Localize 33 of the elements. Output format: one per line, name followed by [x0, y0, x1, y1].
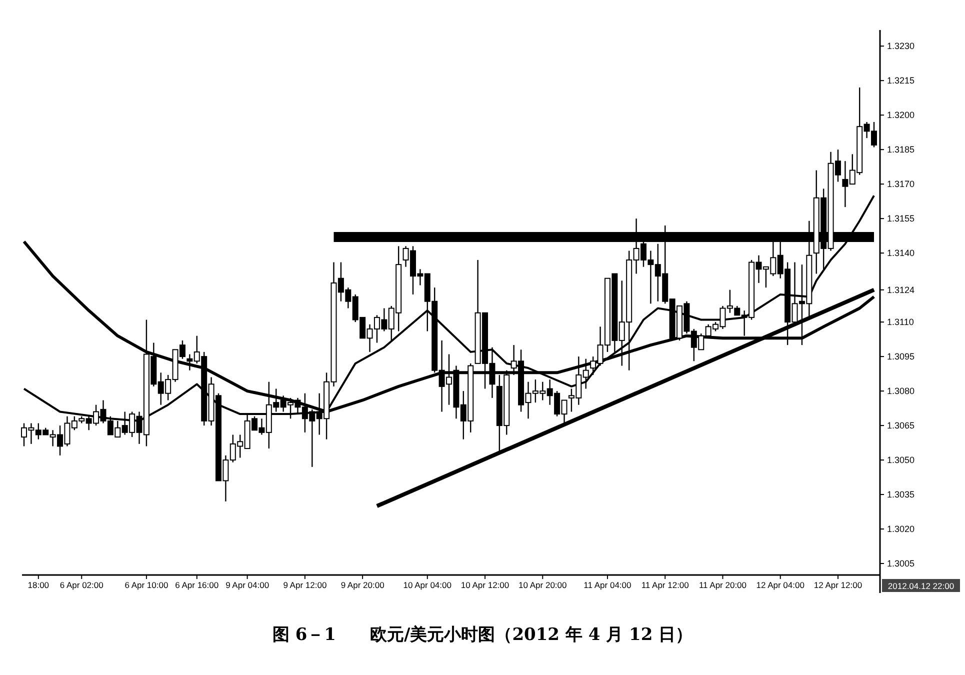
- y-tick-label: 1.3095: [887, 352, 915, 362]
- x-tick-label: 18:00: [28, 580, 50, 590]
- y-tick-label: 1.3124: [887, 284, 915, 295]
- y-tick-label: 1.3065: [887, 420, 915, 431]
- x-tick-label: 11 Apr 04:00: [584, 580, 632, 590]
- x-tick-label: 12 Apr 12:00: [814, 580, 862, 590]
- x-tick-label: 6 Apr 16:00: [175, 580, 219, 590]
- y-tick-label: 1.3170: [887, 179, 915, 190]
- x-tick-label: 9 Apr 12:00: [283, 580, 327, 590]
- x-tick-label: 11 Apr 12:00: [641, 580, 690, 590]
- y-tick-label: 1.3035: [887, 490, 915, 500]
- y-tick-label: 1.3230: [887, 41, 915, 52]
- y-tick-label: 1.3155: [887, 214, 915, 224]
- x-tick-label: 10 Apr 12:00: [460, 580, 510, 590]
- x-tick-label: 6 Apr 10:00: [124, 580, 168, 590]
- y-tick-label: 1.3215: [887, 76, 915, 86]
- y-tick-label: 1.3080: [887, 386, 915, 396]
- y-tick-label: 1.3185: [887, 144, 915, 155]
- x-tick-label: 10 Apr 20:00: [518, 580, 568, 590]
- x-tick-label: 9 Apr 20:00: [340, 580, 385, 590]
- x-tick-label: 9 Apr 04:00: [226, 580, 270, 590]
- x-tick-label: 6 Apr 02:00: [60, 580, 104, 590]
- y-tick-label: 1.3050: [887, 455, 915, 466]
- x-tick-label: 11 Apr 20:00: [698, 580, 747, 590]
- x-tick-label: 10 Apr 04:00: [403, 580, 452, 590]
- y-tick-label: 1.3020: [887, 524, 915, 534]
- y-tick-label: 1.3140: [887, 248, 915, 258]
- x-tick-label: 12 Apr 04:00: [756, 580, 805, 590]
- y-tick-label: 1.3110: [887, 317, 914, 328]
- y-tick-label: 1.3005: [887, 558, 915, 568]
- text: 图 6－1 欧元/美元小时图（2012 年 4 月 12 日）: [272, 625, 693, 645]
- text: 2012.04.12 22:00: [888, 581, 954, 591]
- y-tick-label: 1.3200: [887, 110, 915, 120]
